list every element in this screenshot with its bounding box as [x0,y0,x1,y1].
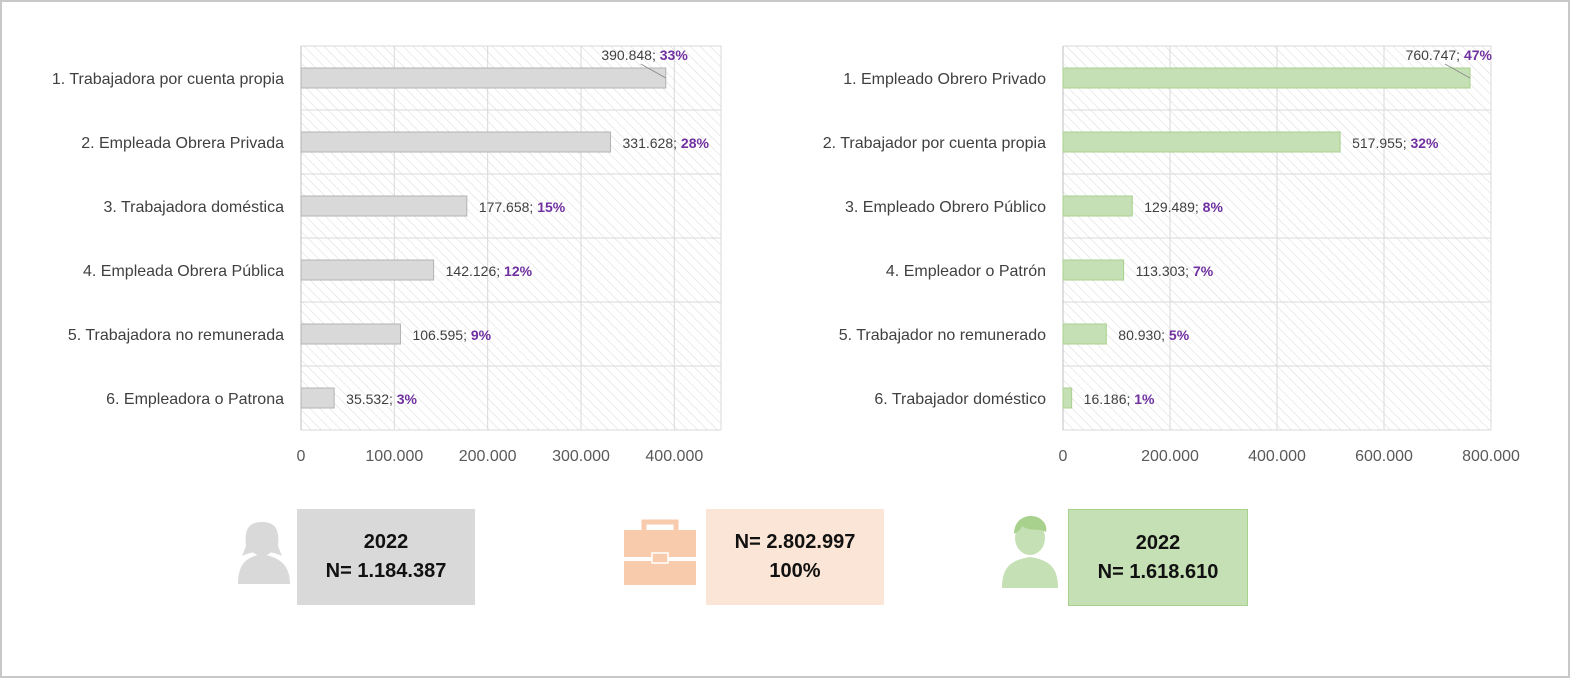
male-total-box: 2022 N= 1.618.610 [1068,509,1248,606]
female-data-label: 390.848; 33% [601,47,688,63]
female-percent-label: 12% [504,263,533,279]
male-bar [1062,387,1073,409]
female-bar-chart: 0 100.000 200.000 300.000 400.000 1. Trabajad… [52,45,722,465]
male-data-label: 80.930; 5% [1118,327,1189,343]
male-x-tick-label: 200.000 [1141,448,1199,465]
male-x-tick-label: 0 [1059,448,1068,465]
female-data-label: 106.595; 9% [412,327,491,343]
male-value-label: 760.747; [1406,47,1464,63]
female-data-label: 35.532; 3% [346,391,417,407]
male-data-label: 517.955; 32% [1352,135,1439,151]
female-value-label: 177.658; [479,199,537,215]
male-category-label: 5. Trabajador no remunerado [839,327,1046,344]
female-year: 2022 [363,531,409,553]
male-bar [1062,131,1341,153]
female-x-tick-label: 400.000 [645,448,703,465]
male-bar [1062,195,1133,217]
woman-icon [238,522,290,584]
male-percent-label: 47% [1464,47,1493,63]
female-category-label: 5. Trabajadora no remunerada [68,327,284,344]
overall-total-box: N= 2.802.997 100% [706,509,884,605]
male-category-label: 6. Trabajador doméstico [874,391,1046,408]
female-percent-label: 28% [681,135,710,151]
male-n: N= 1.618.610 [1097,560,1219,583]
male-x-tick-label: 800.000 [1462,448,1520,465]
male-percent-label: 7% [1193,263,1214,279]
female-data-label: 142.126; 12% [446,263,533,279]
female-category-label: 3. Trabajadora doméstica [103,199,284,216]
male-value-label: 517.955; [1352,135,1410,151]
male-data-label: 16.186; 1% [1084,391,1155,407]
overall-n: N= 2.802.997 [734,531,856,553]
female-x-tick-label: 200.000 [459,448,517,465]
female-category-label: 1. Trabajadora por cuenta propia [52,71,284,88]
female-bar [300,131,612,153]
female-value-label: 390.848; [601,47,659,63]
female-data-label: 177.658; 15% [479,199,566,215]
male-percent-label: 5% [1169,327,1190,343]
female-percent-label: 3% [397,391,418,407]
female-x-tick-label: 100.000 [365,448,423,465]
male-data-label: 129.489; 8% [1144,199,1223,215]
female-bar [300,195,468,217]
female-percent-label: 33% [660,47,689,63]
male-value-label: 129.489; [1144,199,1202,215]
briefcase-icon [624,519,696,585]
female-value-label: 331.628; [623,135,681,151]
male-value-label: 113.303; [1136,263,1193,279]
male-year: 2022 [1135,531,1181,554]
male-category-label: 4. Empleador o Patrón [886,263,1046,280]
female-value-label: 35.532; [346,391,397,407]
male-percent-label: 1% [1134,391,1155,407]
male-category-label: 1. Empleado Obrero Privado [843,71,1046,88]
female-x-tick-label: 300.000 [552,448,610,465]
female-category-label: 6. Empleadora o Patrona [106,391,284,408]
female-total-box: 2022 N= 1.184.387 [297,509,475,605]
female-x-tick-label: 0 [297,448,306,465]
male-data-label: 760.747; 47% [1406,47,1493,63]
male-percent-label: 8% [1203,199,1224,215]
female-category-label: 4. Empleada Obrera Pública [83,263,284,280]
overall-percent: 100% [769,560,821,582]
female-bar [300,259,435,281]
female-value-label: 106.595; [412,327,470,343]
female-bar [300,387,335,409]
male-x-tick-label: 400.000 [1248,448,1306,465]
female-bar [300,67,667,89]
male-percent-label: 32% [1410,135,1439,151]
female-data-label: 331.628; 28% [623,135,710,151]
male-label-leader [1444,63,1471,79]
female-category-label: 2. Empleada Obrera Privada [81,135,284,152]
female-percent-label: 15% [537,199,566,215]
male-data-label: 113.303; 7% [1136,263,1214,279]
female-value-label: 142.126; [446,263,504,279]
male-category-label: 2. Trabajador por cuenta propia [823,135,1046,152]
male-value-label: 80.930; [1118,327,1169,343]
female-bar [300,323,401,345]
male-bar [1062,323,1107,345]
male-category-label: 3. Empleado Obrero Público [845,199,1046,216]
female-n: N= 1.184.387 [325,560,447,582]
male-x-tick-label: 600.000 [1355,448,1413,465]
female-label-leader [640,63,667,79]
female-percent-label: 9% [471,327,492,343]
male-value-label: 16.186; [1084,391,1135,407]
male-bar-chart: 0 200.000 400.000 600.000 800.000 1. Empleado… [823,45,1520,465]
male-bar [1062,67,1471,89]
male-bar [1062,259,1125,281]
man-icon [1002,516,1058,588]
